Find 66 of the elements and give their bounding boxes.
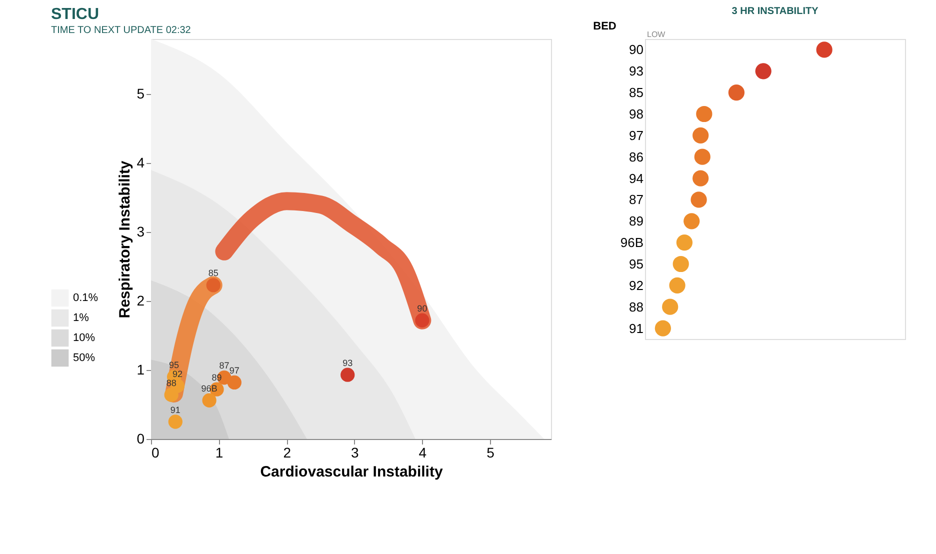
x-tick-label: 1: [215, 444, 224, 460]
point: [676, 234, 693, 251]
x-tick-label: 3: [350, 444, 359, 460]
x-tick-label: 5: [486, 444, 495, 460]
y-tick-label: 93: [629, 64, 644, 79]
y-tick-label: 95: [629, 256, 644, 272]
x-axis-title: Cardiovascular Instability: [260, 464, 444, 480]
point: [227, 375, 242, 390]
annotation: 85: [208, 268, 218, 278]
chart-title: STICU: [51, 6, 99, 23]
x-tick-label: 0: [152, 444, 160, 460]
point: [728, 84, 745, 101]
point: [696, 106, 712, 122]
y-axis-title: Respiratory Instability: [116, 160, 134, 318]
y-tick-label: 3: [136, 224, 145, 240]
y-tick-label: 0: [136, 430, 145, 446]
y-tick-label: 87: [629, 192, 644, 208]
legend-label: 50%: [73, 352, 96, 364]
y-tick-label: 97: [629, 128, 644, 143]
annotation: 93: [342, 358, 353, 368]
y-tick-label: 4: [136, 154, 145, 171]
y-tick-label: 88: [629, 299, 644, 314]
point: [816, 42, 832, 58]
point: [694, 148, 710, 165]
y-tick-label: 92: [629, 278, 644, 293]
y-tick-label: 5: [136, 86, 145, 102]
text: LOW: [647, 30, 666, 39]
annotation: 87: [219, 360, 230, 371]
point: [340, 368, 355, 382]
annotation: 90: [417, 303, 428, 314]
point: [164, 388, 178, 402]
y-tick-label: 90: [629, 42, 644, 58]
legend-label: 10%: [73, 332, 96, 344]
y-tick-label: 89: [629, 214, 644, 229]
point: [206, 278, 220, 292]
point: [168, 414, 182, 429]
x-tick-label: 4: [418, 444, 427, 460]
y-tick-label: 1: [136, 362, 145, 378]
annotation: 97: [229, 365, 240, 376]
point: [690, 192, 707, 208]
legend-label: 0.1%: [73, 292, 98, 304]
point: [654, 320, 671, 336]
y-tick-label: 2: [136, 292, 145, 309]
chart-title: 3 HR INSTABILITY: [732, 6, 819, 17]
point: [692, 170, 709, 186]
annotation: 92: [172, 368, 182, 379]
point: [415, 313, 430, 328]
annotation: 88: [166, 378, 176, 388]
point: [662, 298, 678, 315]
y-tick-label: 91: [629, 320, 644, 336]
y-tick-label: 86: [629, 149, 644, 164]
y-tick-label: 96B: [620, 235, 644, 250]
point: [669, 277, 686, 294]
point: [672, 256, 689, 272]
y-tick-label: 94: [629, 170, 644, 186]
point: [755, 63, 772, 80]
y-axis-title: BED: [593, 20, 616, 32]
annotation: 91: [170, 404, 180, 415]
chart-subtitle: TIME TO NEXT UPDATE 02:32: [51, 25, 192, 36]
point: [202, 393, 216, 408]
y-tick-label: 98: [629, 106, 644, 122]
point: [684, 213, 700, 230]
legend-label: 1%: [73, 312, 90, 324]
x-tick-label: 2: [283, 444, 292, 460]
y-tick-label: 85: [629, 85, 644, 100]
point: [692, 127, 709, 144]
